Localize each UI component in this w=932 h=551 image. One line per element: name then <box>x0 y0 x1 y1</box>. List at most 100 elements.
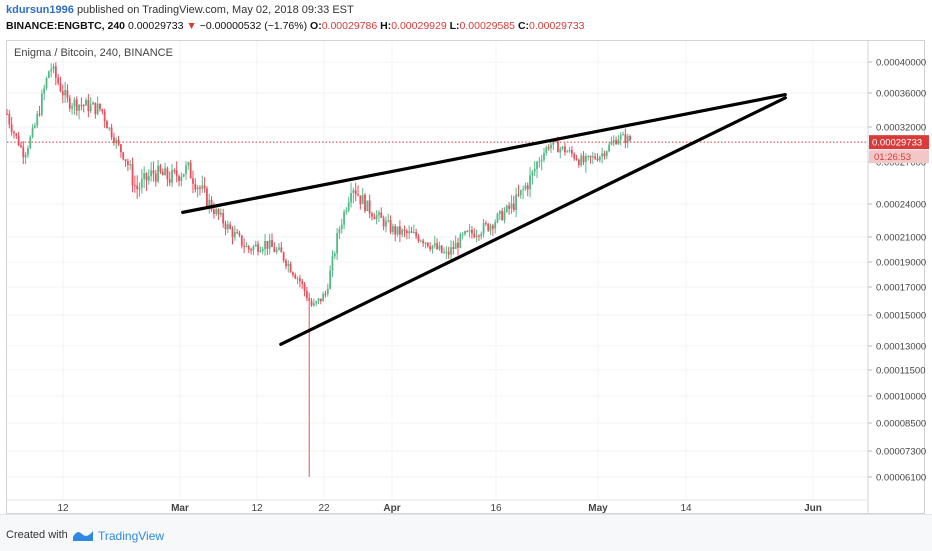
candle-body <box>317 298 320 302</box>
candle <box>312 298 315 307</box>
candle <box>396 226 399 237</box>
candle-body <box>371 213 373 217</box>
candle <box>361 188 364 205</box>
candle-body <box>110 127 113 138</box>
candle-body <box>187 162 190 166</box>
candle <box>192 170 194 194</box>
candle <box>491 223 494 236</box>
candle-body <box>319 298 322 302</box>
candle-body <box>461 234 464 236</box>
candle <box>489 223 492 236</box>
countdown-label: 01:26:53 <box>874 152 911 163</box>
candle-body <box>531 171 534 176</box>
candle <box>171 163 173 187</box>
candle <box>480 231 483 240</box>
candle <box>624 128 627 149</box>
candle <box>415 228 418 240</box>
candle <box>61 84 64 103</box>
candle-body <box>359 195 362 205</box>
candle-body <box>8 113 11 125</box>
candle <box>394 223 397 242</box>
x-tick-label: 12 <box>251 503 263 514</box>
candle <box>108 127 111 131</box>
candle-body <box>382 217 385 227</box>
candle <box>457 237 459 256</box>
candle-body <box>120 144 122 153</box>
candle-body <box>64 90 67 96</box>
candle <box>113 132 115 146</box>
candle-body <box>219 212 222 215</box>
candle-body <box>450 247 452 255</box>
x-tick-label: 22 <box>318 503 330 514</box>
candle-body <box>312 303 315 306</box>
candle-body <box>405 230 408 234</box>
tradingview-logo-icon[interactable] <box>72 528 94 542</box>
candle <box>424 241 427 249</box>
candle <box>380 207 383 219</box>
candle-body <box>238 233 241 236</box>
candle-body <box>436 243 438 250</box>
candle-body <box>124 159 127 162</box>
candle <box>461 232 464 240</box>
candle-body <box>36 113 39 126</box>
candle <box>610 136 613 146</box>
candle <box>217 208 220 220</box>
candle <box>582 151 585 165</box>
candle <box>526 182 529 197</box>
candle <box>482 219 485 238</box>
candle <box>324 290 327 298</box>
candle-body <box>343 211 345 225</box>
candle-body <box>166 168 169 180</box>
candle <box>336 228 339 261</box>
candle-body <box>598 156 601 161</box>
candle-body <box>126 161 129 166</box>
candle <box>157 160 160 184</box>
candle <box>561 145 564 151</box>
candle-body <box>364 194 366 211</box>
candle <box>366 200 369 212</box>
y-tick-label: 0.00007300 <box>876 447 926 458</box>
candle <box>524 182 527 191</box>
candle-body <box>315 301 318 304</box>
candle <box>540 154 543 171</box>
candle-body <box>608 144 610 152</box>
candle-body <box>550 144 552 149</box>
candle-body <box>443 252 445 254</box>
x-tick-label: 16 <box>490 503 502 514</box>
candle-body <box>210 199 213 210</box>
candle-body <box>529 175 531 190</box>
candle <box>587 155 590 161</box>
candle <box>27 145 29 159</box>
candle-body <box>482 223 485 234</box>
candle-body <box>540 159 543 162</box>
candle <box>626 133 629 148</box>
candle-body <box>610 142 613 145</box>
candle-body <box>173 170 176 172</box>
candle <box>261 246 264 255</box>
candle-body <box>466 231 469 233</box>
candle-body <box>208 199 211 207</box>
candle-body <box>464 231 466 235</box>
candle-body <box>240 235 243 246</box>
candle-body <box>182 173 185 177</box>
candle-body <box>236 232 239 234</box>
candle-body <box>73 99 76 107</box>
chart-frame[interactable] <box>6 40 925 514</box>
candle <box>373 213 376 220</box>
author-link[interactable]: kdursun1996 <box>6 4 74 16</box>
candle-body <box>375 215 378 220</box>
candle-body <box>487 223 490 231</box>
candle-body <box>273 247 276 252</box>
candle <box>233 225 236 241</box>
candle <box>422 238 425 247</box>
tradingview-brand-link[interactable]: TradingView <box>98 529 165 543</box>
candle-body <box>354 190 357 195</box>
candle-body <box>294 274 297 279</box>
candle <box>517 184 520 198</box>
candle <box>357 185 359 197</box>
candle-body <box>268 240 271 249</box>
candle <box>398 220 401 243</box>
candle <box>89 97 92 114</box>
candle-body <box>264 240 266 250</box>
